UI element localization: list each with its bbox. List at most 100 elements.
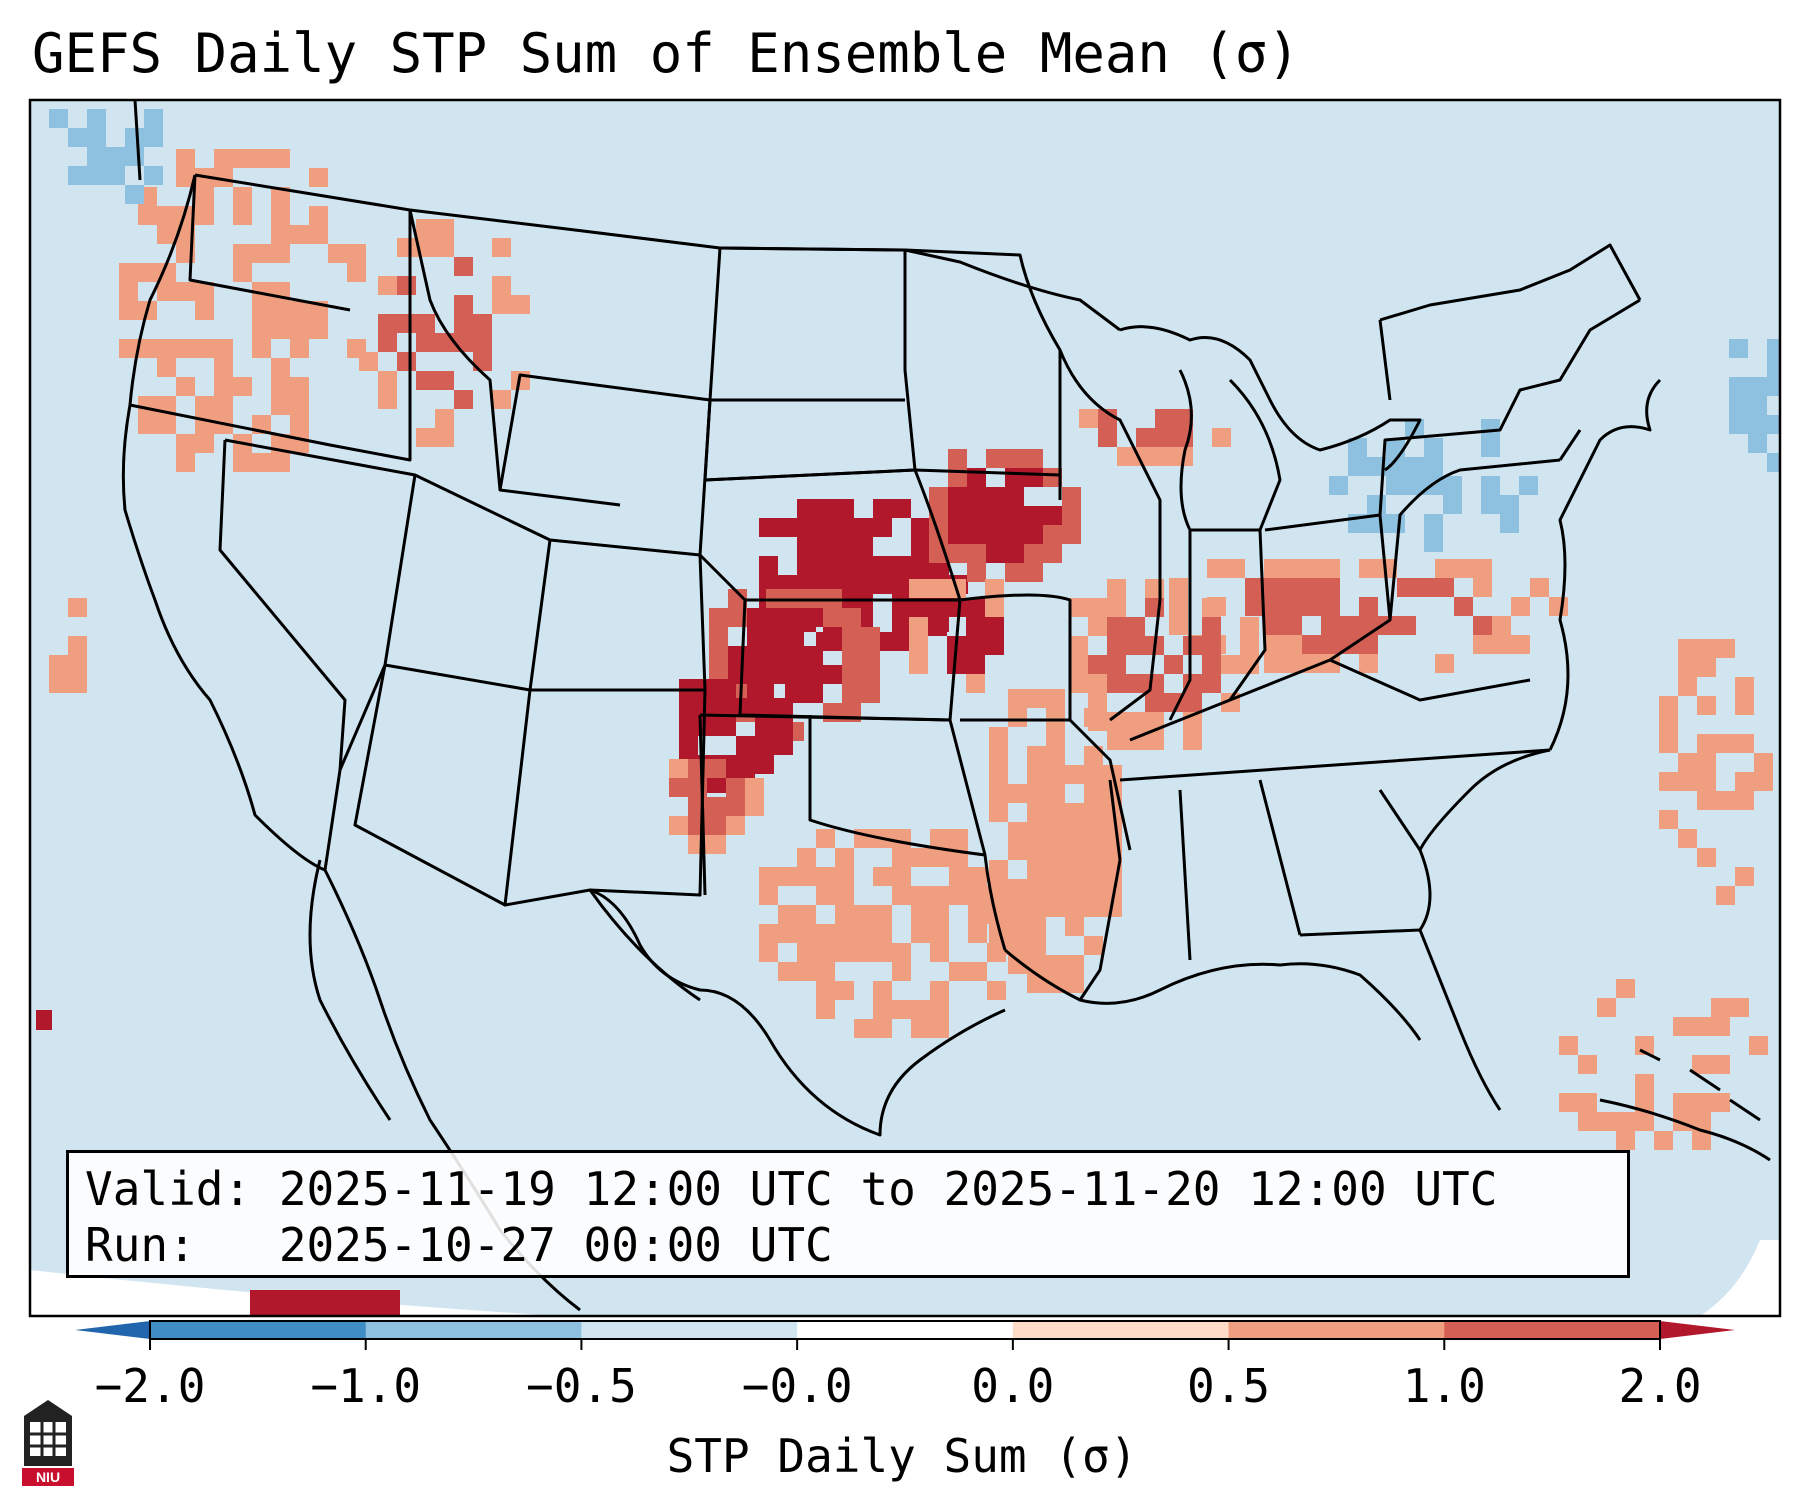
- heatmap-cell: [747, 627, 766, 646]
- heatmap-cell: [1359, 635, 1378, 654]
- heatmap-cell: [1329, 476, 1348, 495]
- heatmap-cell: [679, 717, 698, 736]
- heatmap-cell: [1107, 636, 1126, 655]
- heatmap-cell: [1088, 617, 1107, 636]
- heatmap-cell: [68, 655, 87, 674]
- heatmap-cell: [986, 544, 1005, 563]
- heatmap-cell: [1202, 674, 1221, 693]
- heatmap-cell: [1069, 655, 1088, 674]
- heatmap-cell: [1062, 525, 1081, 544]
- heatmap-cell: [909, 617, 928, 636]
- heatmap-cell: [766, 608, 785, 627]
- heatmap-cell: [804, 684, 823, 703]
- heatmap-cell: [1264, 616, 1283, 635]
- heatmap-cell: [378, 314, 397, 333]
- state-borders: [121, 100, 1771, 1312]
- heatmap-cell: [233, 206, 252, 225]
- heatmap-cell: [854, 537, 873, 556]
- heatmap-cell: [138, 415, 157, 434]
- heatmap-cell: [492, 390, 511, 409]
- heatmap-cell: [1711, 1055, 1730, 1074]
- heatmap-cell: [717, 717, 736, 736]
- heatmap-cell: [892, 632, 911, 651]
- heatmap-cell: [1006, 905, 1025, 924]
- heatmap-cell: [49, 655, 68, 674]
- heatmap-cell: [214, 339, 233, 358]
- heatmap-cell: [1240, 655, 1259, 674]
- heatmap-cell: [1098, 428, 1117, 447]
- heatmap-cell: [1043, 468, 1062, 487]
- heatmap-cell: [1240, 617, 1259, 636]
- great-lakes: [1119, 325, 1422, 472]
- heatmap-cell: [1635, 1093, 1654, 1112]
- southeast: [1299, 748, 1551, 1111]
- heatmap-cell: [873, 981, 892, 1000]
- heatmap-cell: [1616, 979, 1635, 998]
- heatmap-cell: [816, 943, 835, 962]
- wisconsin-illinois: [1058, 349, 1162, 851]
- heatmap-cell: [1006, 886, 1025, 905]
- heatmap-cell: [1088, 655, 1107, 674]
- heatmap-cell: [755, 679, 774, 698]
- heatmap-cell: [214, 168, 233, 187]
- heatmap-cell: [492, 276, 511, 295]
- heatmap-cell: [892, 575, 911, 594]
- wa-or-id: [129, 174, 412, 462]
- heatmap-cell: [854, 518, 873, 537]
- heatmap-cell: [816, 499, 835, 518]
- heatmap-cell: [911, 905, 930, 924]
- heatmap-cell: [873, 867, 892, 886]
- heatmap-cell: [1530, 578, 1549, 597]
- heatmap-cell: [1046, 746, 1065, 765]
- heatmap-cell: [989, 860, 1008, 879]
- heatmap-cell: [1264, 597, 1283, 616]
- heatmap-cell: [967, 487, 986, 506]
- heatmap-cell: [119, 263, 138, 282]
- colorbar-segment: [1012, 1321, 1230, 1339]
- heatmap-cell: [252, 282, 271, 301]
- heatmap-cell: [416, 428, 435, 447]
- heatmap-cell: [1084, 841, 1103, 860]
- colorbar-segment: [1444, 1321, 1661, 1339]
- heatmap-cell: [87, 109, 106, 128]
- heatmap-cell: [1046, 784, 1065, 803]
- heatmap-cell: [290, 339, 309, 358]
- heatmap-cell: [1202, 636, 1221, 655]
- heatmap-cell: [816, 537, 835, 556]
- heatmap-cell: [454, 390, 473, 409]
- heatmap-cell: [1340, 616, 1359, 635]
- heatmap-cell: [1065, 917, 1084, 936]
- heatmap-cell: [435, 409, 454, 428]
- heatmap-cell: [1084, 879, 1103, 898]
- heatmap-cell: [328, 244, 347, 263]
- colorbar-segment: [365, 1321, 582, 1339]
- heatmap-cell: [176, 434, 195, 453]
- heatmap-cell: [1005, 563, 1024, 582]
- heatmap-cell: [966, 636, 985, 655]
- heatmap-cell: [1226, 559, 1245, 578]
- heatmap-cell: [968, 886, 987, 905]
- heatmap-cell: [1302, 635, 1321, 654]
- heatmap-cell: [1321, 559, 1340, 578]
- heatmap-cell: [1069, 598, 1088, 617]
- heatmap-cell: [1697, 753, 1716, 772]
- heatmap-cell: [1435, 654, 1454, 673]
- heatmap-cell: [985, 636, 1004, 655]
- heatmap-cell: [842, 646, 861, 665]
- heatmap-cell: [759, 943, 778, 962]
- heatmap-cell: [949, 886, 968, 905]
- east-coast: [1548, 378, 1662, 751]
- heatmap-cell: [949, 962, 968, 981]
- heatmap-cell: [1126, 617, 1145, 636]
- heatmap-cell: [1678, 639, 1697, 658]
- heatmap-cell: [1492, 616, 1511, 635]
- heatmap-cell: [948, 487, 967, 506]
- heatmap-cell: [1046, 689, 1065, 708]
- heatmap-cell: [214, 377, 233, 396]
- heatmap-cell: [1692, 1112, 1711, 1131]
- heatmap-cell: [966, 617, 985, 636]
- heatmap-cell: [989, 765, 1008, 784]
- heatmap-cell: [309, 206, 328, 225]
- heatmap-cell: [1735, 772, 1754, 791]
- heatmap-cell: [911, 537, 930, 556]
